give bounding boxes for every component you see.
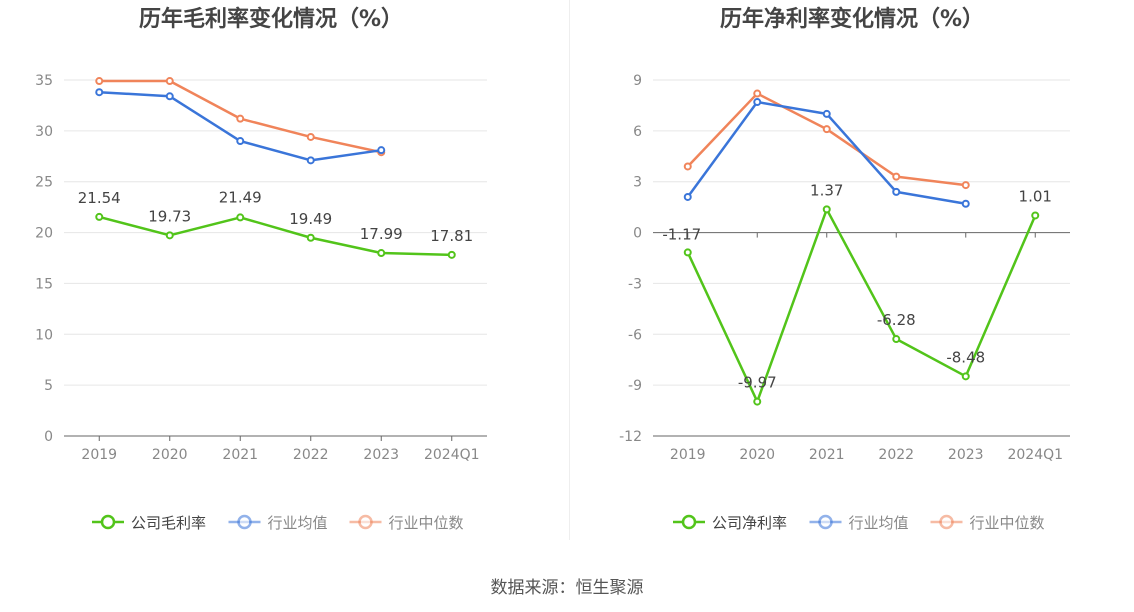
data-label: -1.17 [662,225,701,243]
data-label: -6.28 [877,311,916,329]
legend-label: 公司净利率 [712,514,787,532]
data-point [753,89,762,98]
data-point [95,88,104,97]
x-tick-label: 2022 [878,447,914,463]
x-tick-label: 2024Q1 [424,447,480,463]
legend-marker [358,514,373,530]
y-tick-label: 15 [35,276,53,292]
y-tick-label: -6 [628,327,642,343]
legend-label: 行业中位数 [389,514,464,532]
legend-marker [681,514,697,530]
data-label: 19.49 [289,210,332,228]
data-point [377,146,386,155]
data-point [822,125,831,134]
data-point [306,156,315,165]
data-point [306,233,315,242]
x-tick-label: 2022 [293,447,329,463]
series-line [98,215,452,257]
data-label: 21.49 [219,188,262,206]
data-point [306,132,315,141]
legend-marker [939,514,954,530]
data-point [165,77,174,86]
legend-item: 公司净利率 [673,514,787,532]
legend-label: 行业均值 [849,514,909,532]
data-point [892,187,901,196]
data-point [165,231,174,240]
legend-marker [100,514,116,530]
data-point [377,249,386,258]
data-point [447,250,456,259]
y-tick-label: 25 [35,175,53,191]
data-point [892,335,901,344]
data-label: -8.48 [946,348,985,366]
data-point [892,172,901,181]
data-point [165,92,174,101]
data-point [961,181,970,190]
x-tick-label: 2019 [81,447,117,463]
data-point [683,192,692,201]
data-point [822,205,831,214]
data-point [683,162,692,171]
x-tick-label: 2021 [222,447,258,463]
x-tick-label: 2023 [948,447,984,463]
y-tick-label: 5 [44,378,53,394]
data-label: -9.97 [738,374,777,392]
y-tick-label: 35 [35,73,53,89]
gross-margin-chart: 历年毛利率变化情况（%） 0 5 10 15 20 25 30 35 2019 2020 2021 20… [35,6,487,532]
series-line [99,90,382,162]
x-tick-label: 2020 [152,447,188,463]
y-tick-label: -3 [628,276,642,292]
y-tick-label: 10 [35,327,53,343]
data-point [753,98,762,107]
legend-item: 行业中位数 [349,514,464,532]
panel-divider [569,0,570,540]
legend-item: 行业均值 [228,514,328,532]
y-tick-label: 0 [633,226,642,242]
data-label: 1.01 [1019,187,1052,205]
y-tick-label: 30 [35,124,53,140]
data-point [822,109,831,118]
data-source-label: 数据来源：恒生聚源 [490,578,644,598]
legend-item: 公司毛利率 [92,514,206,532]
data-point [683,248,692,257]
y-tick-label: -12 [619,429,642,445]
x-tick-label: 2021 [809,447,845,463]
data-point [95,212,104,221]
x-tick-label: 2019 [670,447,706,463]
data-point [236,213,245,222]
y-tick-label: 6 [633,124,642,140]
x-tick-label: 2023 [363,447,399,463]
data-label: 17.81 [430,227,473,245]
y-tick-label: 9 [633,73,642,89]
y-tick-label: 20 [35,226,53,242]
legend-label: 行业中位数 [970,514,1045,532]
net-margin-chart: 历年净利率变化情况（%） -12 -9 -6 -3 0 3 6 9 2019 2020 2021 202… [619,6,1070,532]
data-point [961,372,970,381]
y-tick-label: 3 [633,175,642,191]
data-label: 1.37 [810,181,843,199]
series-line [686,208,1037,403]
y-tick-label: 0 [44,429,53,445]
legend-item: 行业中位数 [930,514,1045,532]
legend-label: 公司毛利率 [131,514,206,532]
data-point [236,114,245,123]
legend-item: 行业均值 [809,514,909,532]
legend-marker [818,514,833,530]
x-tick-label: 2020 [739,447,775,463]
data-point [236,137,245,146]
data-label: 19.73 [148,207,191,225]
data-point [961,199,970,208]
data-label: 21.54 [78,189,121,207]
legend-marker [237,514,252,530]
legend-label: 行业均值 [268,514,328,532]
data-point [753,397,762,406]
y-tick-label: -9 [628,378,642,394]
x-tick-label: 2024Q1 [1007,447,1063,463]
data-point [1031,211,1040,220]
data-point [95,77,104,86]
chart-title: 历年毛利率变化情况（%） [139,6,403,32]
data-label: 17.99 [360,225,403,243]
chart-title: 历年净利率变化情况（%） [720,6,984,32]
